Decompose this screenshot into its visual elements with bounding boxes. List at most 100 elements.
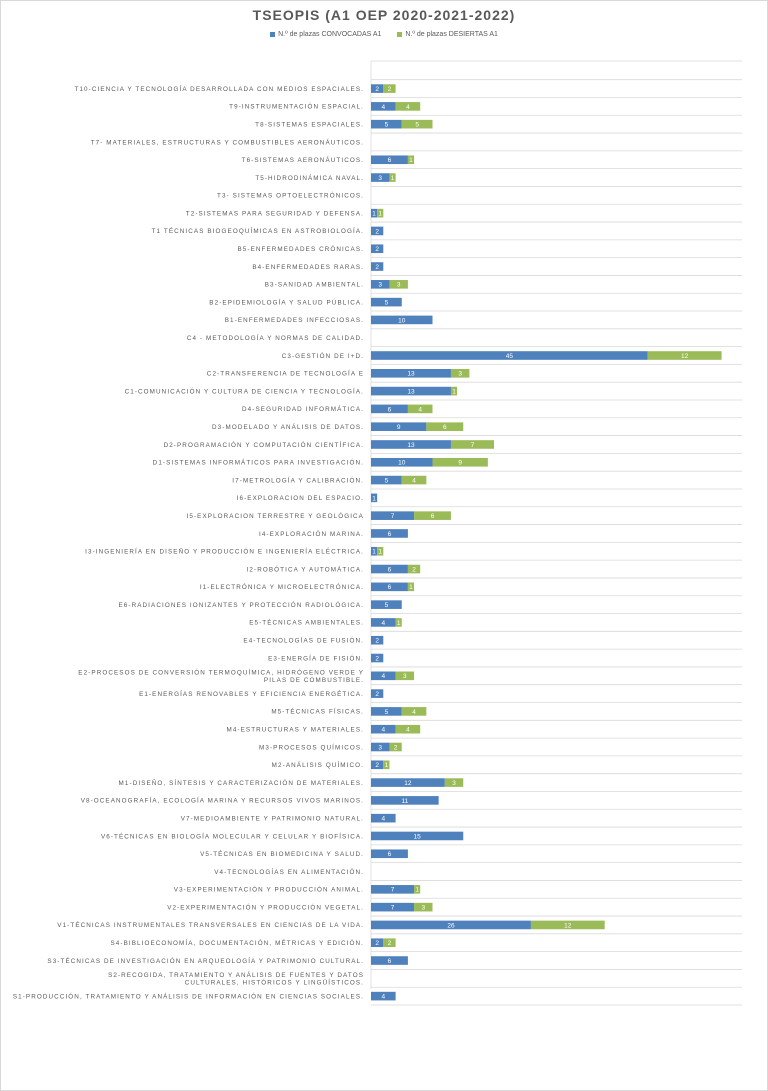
data-label-convocadas: 45 <box>506 353 514 360</box>
legend-item-desiertas: N.º de plazas DESIERTAS A1 <box>397 31 498 38</box>
legend-label-convocadas: N.º de plazas CONVOCADAS A1 <box>278 31 382 38</box>
bar-convocadas <box>371 956 408 965</box>
bar-desiertas <box>401 707 427 716</box>
bar-convocadas <box>371 849 408 859</box>
category-label: C1-COMUNICACIÓN Y CULTURA DE CIENCIA Y T… <box>125 386 364 395</box>
bar-desiertas <box>383 84 396 93</box>
data-label-convocadas: 5 <box>385 122 389 129</box>
category-label: CULTURALES, HISTÓRICOS Y LINGÜÍSTICOS. <box>185 977 364 986</box>
bar-convocadas <box>371 155 408 165</box>
data-label-desiertas: 3 <box>397 282 401 289</box>
bar-desiertas <box>450 440 494 449</box>
bar-convocadas <box>371 457 433 467</box>
data-label-desiertas: 1 <box>452 388 456 395</box>
chart-title: TSEOPIS (A1 OEP 2020-2021-2022) <box>252 7 516 23</box>
category-label: V1-TÉCNICAS INSTRUMENTALES TRANSVERSALES… <box>57 920 364 929</box>
data-label-desiertas: 4 <box>418 406 422 413</box>
bar-convocadas <box>371 529 408 538</box>
bar-desiertas <box>389 173 396 182</box>
bar-convocadas <box>371 493 378 503</box>
category-label: I3-INGENIERÍA EN DISEÑO Y PRODUCCIÓN E I… <box>85 547 364 556</box>
data-label-convocadas: 6 <box>388 584 392 591</box>
data-label-desiertas: 3 <box>421 905 425 912</box>
data-label-convocadas: 10 <box>398 460 406 467</box>
bar-desiertas <box>389 280 408 289</box>
bar-convocadas <box>371 440 451 449</box>
category-label: M3-PROCESOS QUÍMICOS. <box>259 742 364 751</box>
data-label-convocadas: 5 <box>385 300 389 307</box>
bar-desiertas <box>377 208 384 218</box>
bar-convocadas <box>371 173 390 182</box>
category-label: T9-INSTRUMENTACIÓN ESPACIAL. <box>229 102 364 111</box>
bar-desiertas <box>395 102 421 111</box>
data-label-convocadas: 2 <box>375 246 379 253</box>
data-label-convocadas: 1 <box>372 211 376 218</box>
bar-convocadas <box>371 226 384 236</box>
bar-desiertas <box>395 618 402 627</box>
category-label: I7-METROLOGÍA Y CALIBRACIÓN. <box>232 475 364 484</box>
category-label: D4-SEGURIDAD INFORMÁTICA. <box>242 404 364 413</box>
bar-desiertas <box>530 920 605 930</box>
data-label-convocadas: 4 <box>381 727 385 734</box>
bar-convocadas <box>371 368 451 378</box>
data-label-convocadas: 6 <box>388 531 392 538</box>
bar-convocadas <box>371 475 402 485</box>
bar-desiertas <box>383 938 396 948</box>
data-label-convocadas: 12 <box>404 780 412 787</box>
data-label-convocadas: 15 <box>414 833 422 840</box>
data-label-convocadas: 2 <box>375 655 379 662</box>
bar-convocadas <box>371 671 396 681</box>
bar-desiertas <box>401 475 427 485</box>
data-label-desiertas: 1 <box>385 762 389 769</box>
bar-convocadas <box>371 885 415 894</box>
data-label-desiertas: 12 <box>681 353 689 360</box>
data-label-convocadas: 3 <box>378 282 382 289</box>
bar-desiertas <box>401 119 433 129</box>
data-label-convocadas: 4 <box>381 104 385 111</box>
data-label-convocadas: 2 <box>375 228 379 235</box>
bar-convocadas <box>371 813 396 823</box>
bar-convocadas <box>371 386 451 396</box>
bar-desiertas <box>432 457 488 467</box>
data-label-convocadas: 1 <box>372 549 376 556</box>
category-label: S4-BIBLIOECONOMÍA, DOCUMENTACIÓN, MÉTRIC… <box>110 938 364 947</box>
bar-convocadas <box>371 422 427 431</box>
bar-convocadas <box>371 689 384 698</box>
category-label: T2-SISTEMAS PARA SEGURIDAD Y DEFENSA. <box>186 210 364 217</box>
data-label-convocadas: 26 <box>447 922 455 929</box>
data-label-convocadas: 13 <box>407 442 415 449</box>
category-label: T10-CIENCIA Y TECNOLOGÍA DESARROLLADA CO… <box>75 84 365 93</box>
category-label: E3-ENERGÍA DE FISIÓN. <box>268 653 364 662</box>
data-label-convocadas: 6 <box>388 566 392 573</box>
bar-convocadas <box>371 404 408 414</box>
bar-convocadas <box>371 297 402 307</box>
bar-convocadas <box>371 262 384 271</box>
data-label-convocadas: 7 <box>391 887 395 894</box>
bar-desiertas <box>407 582 415 592</box>
category-label: V2-EXPERIMENTACIÓN Y PRODUCCIÓN VEGETAL. <box>167 902 364 911</box>
data-label-desiertas: 2 <box>388 940 392 947</box>
category-label: D1-SISTEMAS INFORMÁTICOS PARA INVESTIGAC… <box>153 458 364 467</box>
bar-convocadas <box>371 618 396 627</box>
bar-desiertas <box>407 155 415 165</box>
category-label: D2-PROGRAMACIÓN Y COMPUTACIÓN CIENTÍFICA… <box>164 440 364 449</box>
bar-convocadas <box>371 102 396 111</box>
data-label-desiertas: 4 <box>412 709 416 716</box>
data-label-convocadas: 7 <box>391 905 395 912</box>
legend-label-desiertas: N.º de plazas DESIERTAS A1 <box>405 31 498 38</box>
category-label: I5-EXPLORACION TERRESTRE Y GEOLÓGICA <box>187 511 364 520</box>
bar-convocadas <box>371 760 384 770</box>
bar-convocadas <box>371 119 402 129</box>
data-label-convocadas: 2 <box>375 86 379 93</box>
data-label-desiertas: 3 <box>452 780 456 787</box>
data-label-convocadas: 4 <box>381 816 385 823</box>
category-label: B2-EPIDEMIOLOGÍA Y SALUD PÚBLICA. <box>209 297 364 306</box>
category-label: T6-SISTEMAS AERONÁUTICOS. <box>242 155 364 164</box>
data-label-convocadas: 6 <box>388 157 392 164</box>
category-label: V3-EXPERIMENTACIÓN Y PRODUCCIÓN ANIMAL. <box>174 885 364 894</box>
data-label-desiertas: 4 <box>406 104 410 111</box>
bar-convocadas <box>371 635 384 645</box>
data-label-convocadas: 10 <box>398 317 406 324</box>
data-label-convocadas: 5 <box>385 602 389 609</box>
